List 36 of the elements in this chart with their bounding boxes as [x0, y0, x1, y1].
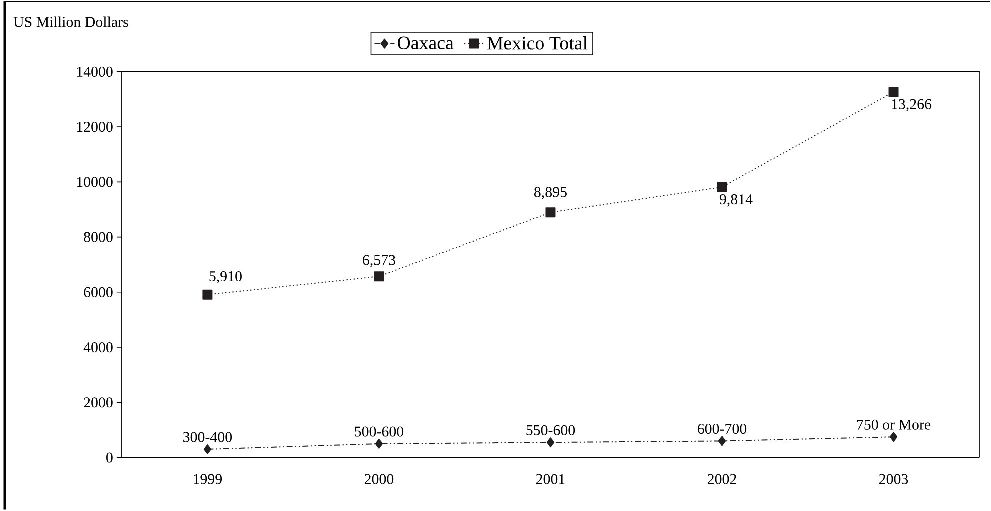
point — [890, 432, 898, 442]
data-label: 600-700 — [698, 424, 747, 434]
point — [204, 444, 212, 454]
data-label: 13,266 — [892, 99, 932, 112]
y-tick-label: 8000 — [84, 232, 113, 242]
y-tick-label: 6000 — [84, 287, 113, 298]
x-tick-label: 2000 — [364, 474, 394, 484]
point — [546, 208, 556, 218]
x-tick-label: 2003 — [879, 474, 908, 484]
y-tick-label: 12000 — [77, 122, 113, 132]
y-tick-label: 10000 — [77, 177, 113, 188]
y-axis-title: US Million Dollars — [14, 16, 128, 28]
point — [888, 87, 899, 98]
data-label: 500-600 — [355, 426, 404, 437]
y-tick-label: 2000 — [84, 398, 113, 408]
point — [717, 182, 728, 192]
point — [202, 290, 213, 300]
point — [375, 438, 384, 449]
data-label: 5,910 — [210, 271, 242, 284]
data-label: 750 or More — [857, 420, 931, 430]
legend-label: Oaxaca — [398, 36, 454, 50]
data-label: 8,895 — [534, 187, 567, 200]
data-label: 300-400 — [184, 432, 232, 442]
y-tick-label: 0 — [106, 452, 113, 463]
point — [374, 272, 384, 282]
data-label: 9,814 — [720, 194, 753, 207]
x-tick-label: 2002 — [708, 474, 736, 484]
point — [546, 438, 555, 448]
legend-label: Mexico Total — [487, 36, 588, 50]
data-label: 6,573 — [363, 255, 396, 268]
y-tick-label: 4000 — [84, 342, 113, 353]
data-label: 550-600 — [526, 425, 576, 436]
point — [718, 436, 726, 446]
x-tick-label: 1999 — [194, 474, 222, 484]
y-tick-label: 14000 — [77, 66, 113, 77]
x-tick-label: 2001 — [536, 474, 565, 484]
